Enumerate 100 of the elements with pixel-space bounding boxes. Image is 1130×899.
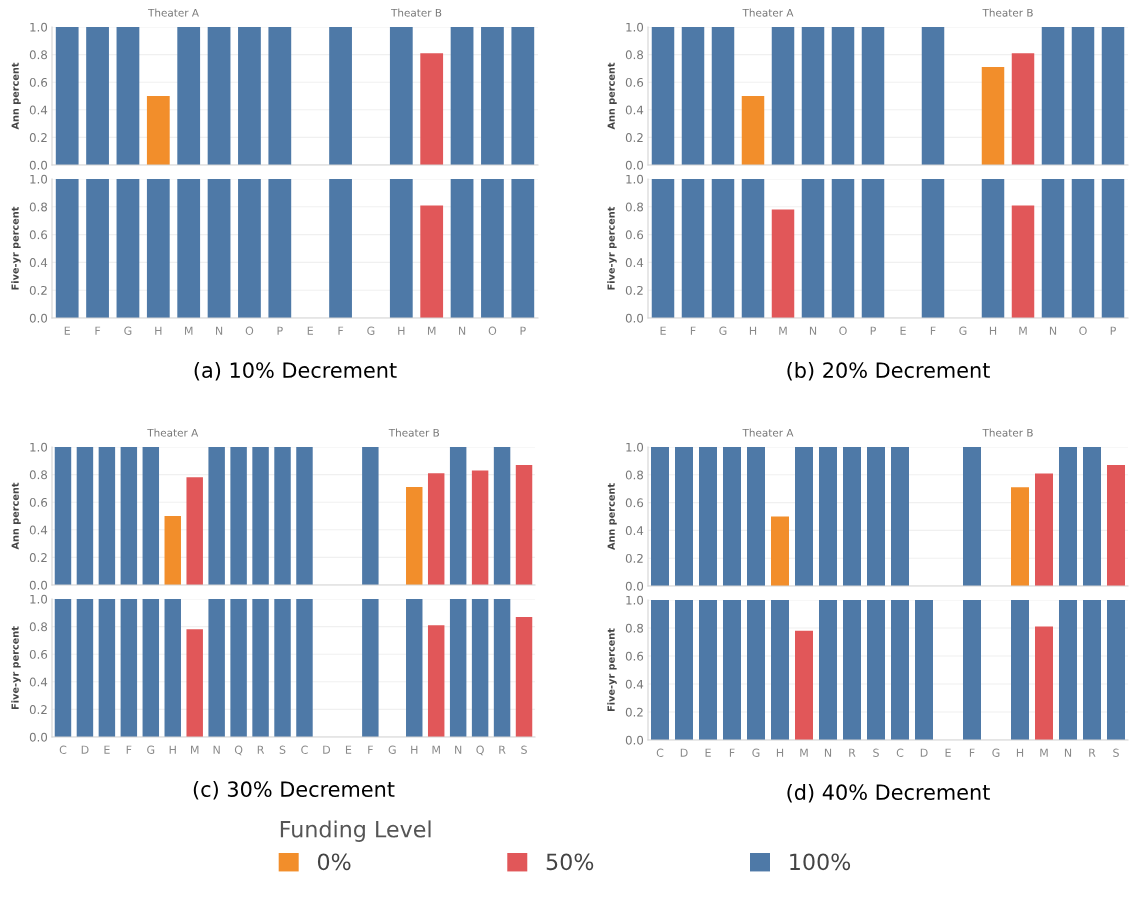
x-tick-label: M: [779, 326, 787, 335]
y-tick-label: 0.0: [625, 160, 644, 170]
x-tick-label: O: [1079, 326, 1087, 335]
bar: [867, 447, 885, 586]
bar: [1107, 600, 1125, 740]
bar: [493, 447, 511, 585]
x-tick-label: H: [411, 745, 418, 754]
y-tick-label: 0.0: [29, 160, 48, 170]
bar: [142, 599, 160, 737]
y-tick-label: 1.0: [626, 174, 644, 184]
x-tick-label: P: [1110, 326, 1116, 335]
bar: [177, 27, 201, 165]
y-tick-label: 0.2: [29, 553, 47, 563]
y-tick-label: 0.8: [29, 622, 48, 632]
x-tick-label: F: [126, 745, 132, 754]
x-tick-label: H: [749, 326, 757, 335]
bar: [723, 600, 741, 740]
x-tick-label: H: [1016, 748, 1024, 757]
bar: [651, 27, 675, 165]
y-axis-title: Ann percent: [11, 62, 21, 130]
x-tick-label: Q: [234, 745, 243, 756]
text: Theater B: [390, 8, 442, 17]
bar: [252, 599, 269, 737]
x-tick-label: G: [367, 326, 375, 335]
x-tick-label: O: [488, 326, 497, 335]
y-tick-label: 1.0: [626, 22, 644, 32]
bar: [981, 67, 1005, 165]
bar: [801, 179, 825, 318]
x-tick-label: P: [870, 326, 876, 335]
bar: [471, 470, 489, 585]
bar: [481, 27, 504, 165]
bar: [515, 616, 533, 737]
y-tick-label: 0.2: [29, 133, 47, 143]
x-tick-label: S: [873, 748, 879, 757]
bar: [675, 447, 693, 586]
bar: [1071, 179, 1095, 318]
y-tick-label: 1.0: [30, 174, 48, 184]
y-tick-label: 0.0: [29, 580, 48, 590]
y-tick-label: 0.4: [29, 258, 48, 268]
x-tick-label: H: [155, 326, 162, 335]
bar: [420, 53, 444, 165]
x-tick-label: M: [427, 326, 436, 335]
x-tick-label: F: [690, 326, 696, 335]
y-tick-label: 0.0: [625, 735, 644, 745]
bar: [1011, 487, 1029, 586]
y-tick-label: 0.4: [625, 105, 644, 115]
y-tick-label: 0.2: [625, 133, 643, 143]
bar: [406, 487, 423, 585]
y-tick-label: 0.6: [29, 77, 48, 87]
y-tick-label: 1.0: [626, 595, 644, 605]
x-tick-label: H: [776, 748, 784, 757]
bar: [771, 27, 795, 165]
x-tick-label: C: [896, 748, 904, 757]
x-tick-label: M: [184, 326, 193, 335]
x-tick-label: E: [705, 748, 711, 757]
y-tick-label: 0.8: [625, 202, 644, 212]
bar: [1035, 626, 1053, 740]
bar: [747, 600, 765, 740]
legend-title: Funding Level: [280, 820, 431, 842]
y-tick-label: 0.4: [625, 526, 644, 536]
y-tick-label: 0.8: [29, 470, 48, 480]
y-tick-label: 0.4: [29, 105, 48, 115]
bar: [771, 516, 789, 586]
bar: [252, 447, 269, 585]
bar: [1101, 27, 1125, 165]
bar: [230, 599, 247, 737]
x-tick-label: D: [81, 745, 89, 754]
y-axis-title: Five-yr percent: [11, 206, 21, 290]
bar: [76, 447, 94, 585]
bar: [795, 630, 813, 740]
x-tick-label: P: [277, 326, 283, 335]
x-tick-label: D: [680, 748, 688, 757]
text: Theater A: [742, 8, 794, 17]
legend-label: 100%: [790, 853, 851, 871]
x-tick-label: E: [64, 326, 70, 335]
bar: [771, 600, 789, 740]
bar: [795, 447, 813, 586]
bar: [699, 447, 717, 586]
bar: [651, 179, 675, 318]
bar: [1083, 600, 1101, 740]
x-tick-label: H: [169, 745, 176, 754]
y-tick-label: 0.0: [625, 581, 644, 591]
bar: [981, 179, 1005, 318]
bar: [406, 599, 423, 737]
bar: [843, 447, 861, 586]
bar: [681, 27, 705, 165]
y-tick-label: 0.2: [625, 553, 643, 563]
bar: [76, 599, 94, 737]
y-tick-label: 0.6: [625, 230, 644, 240]
y-tick-label: 0.8: [29, 202, 48, 212]
bar: [819, 600, 837, 740]
x-tick-label: P: [520, 326, 526, 335]
bar: [675, 600, 693, 740]
bar: [1041, 27, 1065, 165]
bar: [142, 447, 160, 585]
x-tick-label: G: [719, 326, 727, 335]
bar: [915, 600, 933, 740]
bar: [921, 27, 945, 165]
x-tick-label: N: [216, 326, 223, 335]
x-tick-label: C: [59, 745, 67, 754]
